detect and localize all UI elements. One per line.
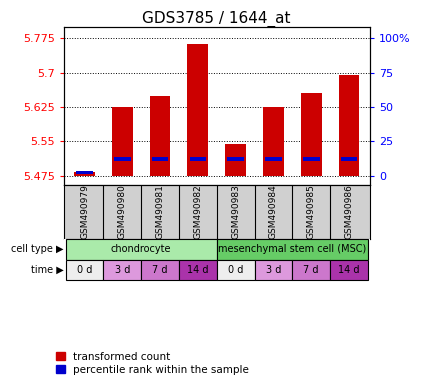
- Bar: [341, 157, 357, 161]
- Bar: [225, 144, 246, 175]
- Text: 7 d: 7 d: [303, 265, 319, 275]
- Bar: [114, 157, 130, 161]
- Legend: transformed count, percentile rank within the sample: transformed count, percentile rank withi…: [56, 352, 249, 375]
- Text: GSM490981: GSM490981: [156, 184, 164, 239]
- Text: 14 d: 14 d: [187, 265, 209, 275]
- Bar: [330, 260, 368, 280]
- Text: time ▶: time ▶: [31, 265, 64, 275]
- Bar: [152, 157, 168, 161]
- Bar: [103, 260, 141, 280]
- Bar: [227, 157, 244, 161]
- Bar: [141, 260, 179, 280]
- Bar: [65, 239, 217, 260]
- Text: 3 d: 3 d: [266, 265, 281, 275]
- Text: GSM490980: GSM490980: [118, 184, 127, 239]
- Bar: [179, 260, 217, 280]
- Bar: [76, 171, 93, 174]
- Text: 0 d: 0 d: [228, 265, 244, 275]
- Text: GSM490982: GSM490982: [193, 184, 202, 239]
- Text: 3 d: 3 d: [115, 265, 130, 275]
- Bar: [187, 44, 208, 175]
- Bar: [263, 107, 284, 175]
- Text: chondrocyte: chondrocyte: [111, 244, 171, 254]
- Text: mesenchymal stem cell (MSC): mesenchymal stem cell (MSC): [218, 244, 366, 254]
- Bar: [65, 260, 103, 280]
- Bar: [217, 239, 368, 260]
- Bar: [303, 157, 320, 161]
- Text: GSM490979: GSM490979: [80, 184, 89, 239]
- Text: 14 d: 14 d: [338, 265, 360, 275]
- Bar: [292, 260, 330, 280]
- Bar: [255, 260, 292, 280]
- Text: GSM490986: GSM490986: [345, 184, 354, 239]
- Text: 0 d: 0 d: [77, 265, 92, 275]
- Bar: [74, 172, 95, 175]
- Bar: [150, 96, 170, 175]
- Text: 7 d: 7 d: [152, 265, 168, 275]
- Bar: [112, 107, 133, 175]
- Bar: [339, 75, 360, 175]
- Text: GSM490983: GSM490983: [231, 184, 240, 239]
- Text: GSM490985: GSM490985: [307, 184, 316, 239]
- Bar: [265, 157, 282, 161]
- Bar: [217, 260, 255, 280]
- Text: cell type ▶: cell type ▶: [11, 244, 64, 254]
- Text: GSM490984: GSM490984: [269, 184, 278, 239]
- Title: GDS3785 / 1644_at: GDS3785 / 1644_at: [142, 11, 291, 27]
- Bar: [301, 93, 322, 175]
- Bar: [190, 157, 206, 161]
